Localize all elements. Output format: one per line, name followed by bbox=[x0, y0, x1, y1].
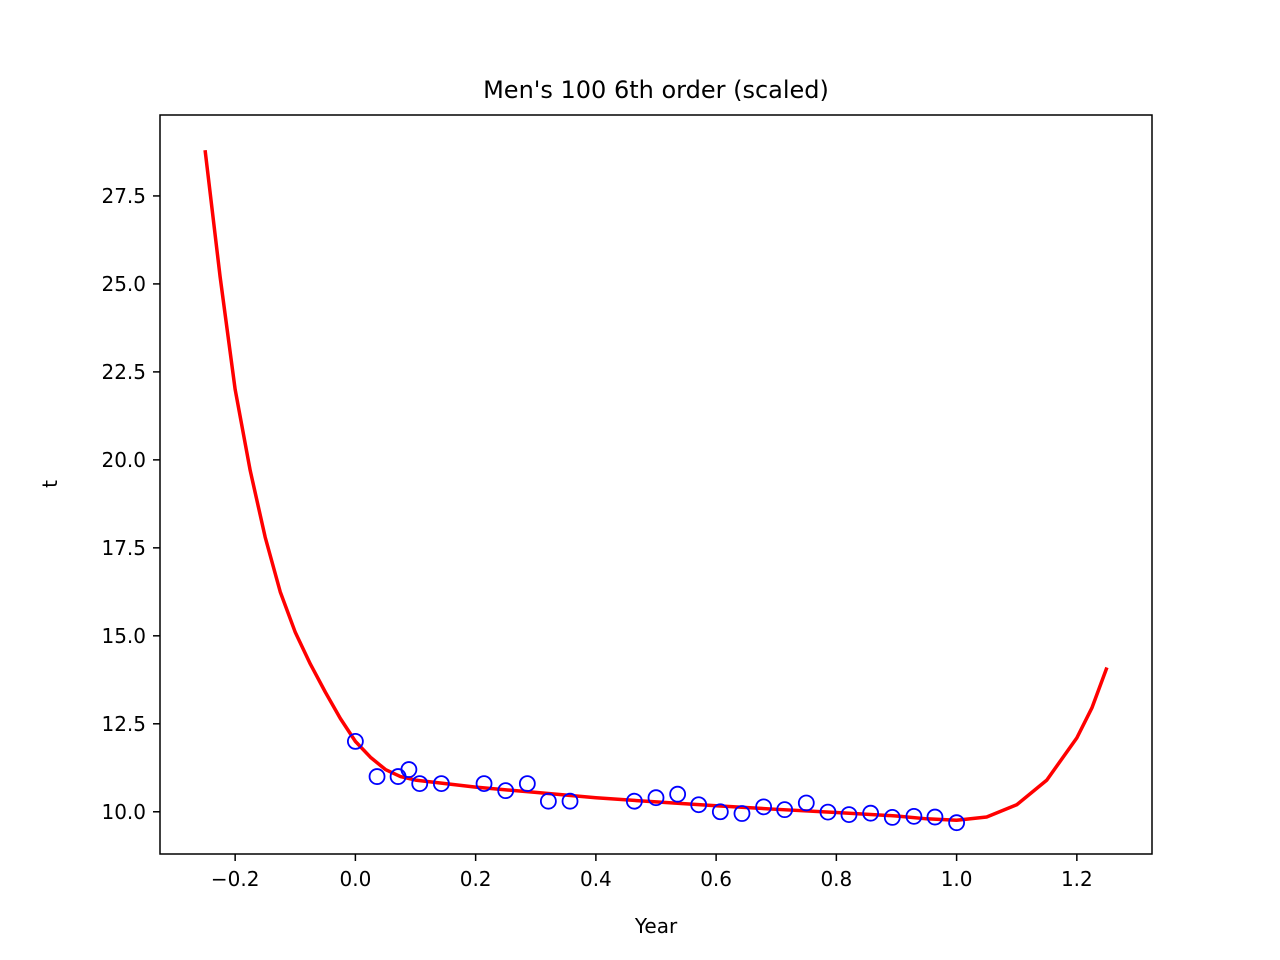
series-layer bbox=[203, 149, 1109, 832]
data-point bbox=[400, 761, 418, 778]
x-tick-label: 1.2 bbox=[1061, 867, 1093, 891]
x-axis: −0.2 0.0 0.2 0.4 0.6 0.8 1.0 1.2 bbox=[211, 854, 1093, 891]
data-point bbox=[948, 814, 966, 832]
y-tick-label: 15.0 bbox=[101, 624, 146, 648]
data-point bbox=[625, 792, 643, 810]
x-tick-label: 0.6 bbox=[700, 867, 732, 891]
data-point bbox=[926, 808, 944, 826]
x-axis-label: Year bbox=[634, 914, 678, 938]
data-point bbox=[755, 798, 773, 816]
data-point bbox=[797, 794, 815, 812]
x-tick-label: 1.0 bbox=[941, 867, 973, 891]
data-point bbox=[518, 775, 536, 793]
x-tick-label: 0.0 bbox=[339, 867, 371, 891]
data-point bbox=[346, 732, 364, 750]
y-tick-label: 25.0 bbox=[101, 272, 146, 296]
y-tick-label: 20.0 bbox=[101, 448, 146, 472]
fit-curve-line bbox=[203, 149, 1109, 822]
x-tick-label: 0.4 bbox=[580, 867, 612, 891]
data-point bbox=[475, 775, 493, 793]
data-point bbox=[368, 768, 386, 785]
data-point bbox=[690, 796, 708, 814]
data-point bbox=[411, 775, 429, 793]
y-axis: 10.0 12.5 15.0 17.5 20.0 22.5 25.0 27.5 bbox=[101, 184, 160, 824]
data-point bbox=[883, 809, 901, 826]
y-tick-label: 22.5 bbox=[101, 360, 146, 384]
plot-frame bbox=[159, 114, 1153, 855]
data-point bbox=[819, 803, 837, 821]
y-tick-label: 27.5 bbox=[101, 184, 146, 208]
data-point bbox=[432, 775, 450, 793]
plot-area bbox=[159, 114, 1153, 855]
data-point bbox=[776, 801, 794, 819]
data-point bbox=[647, 789, 665, 807]
data-point bbox=[862, 804, 880, 822]
data-point bbox=[905, 807, 923, 825]
data-point bbox=[733, 805, 751, 822]
y-axis-label: t bbox=[38, 480, 62, 488]
x-tick-label: 0.8 bbox=[820, 867, 852, 891]
x-tick-label: −0.2 bbox=[211, 867, 260, 891]
chart-title: Men's 100 6th order (scaled) bbox=[483, 76, 829, 104]
data-point bbox=[840, 806, 858, 823]
data-point bbox=[711, 803, 729, 821]
x-tick-label: 0.2 bbox=[460, 867, 492, 891]
data-point bbox=[669, 785, 687, 803]
data-point bbox=[539, 792, 557, 810]
y-tick-label: 10.0 bbox=[101, 800, 146, 824]
y-tick-label: 12.5 bbox=[101, 712, 146, 736]
y-tick-label: 17.5 bbox=[101, 536, 146, 560]
data-point bbox=[497, 782, 515, 800]
data-point bbox=[561, 792, 579, 810]
